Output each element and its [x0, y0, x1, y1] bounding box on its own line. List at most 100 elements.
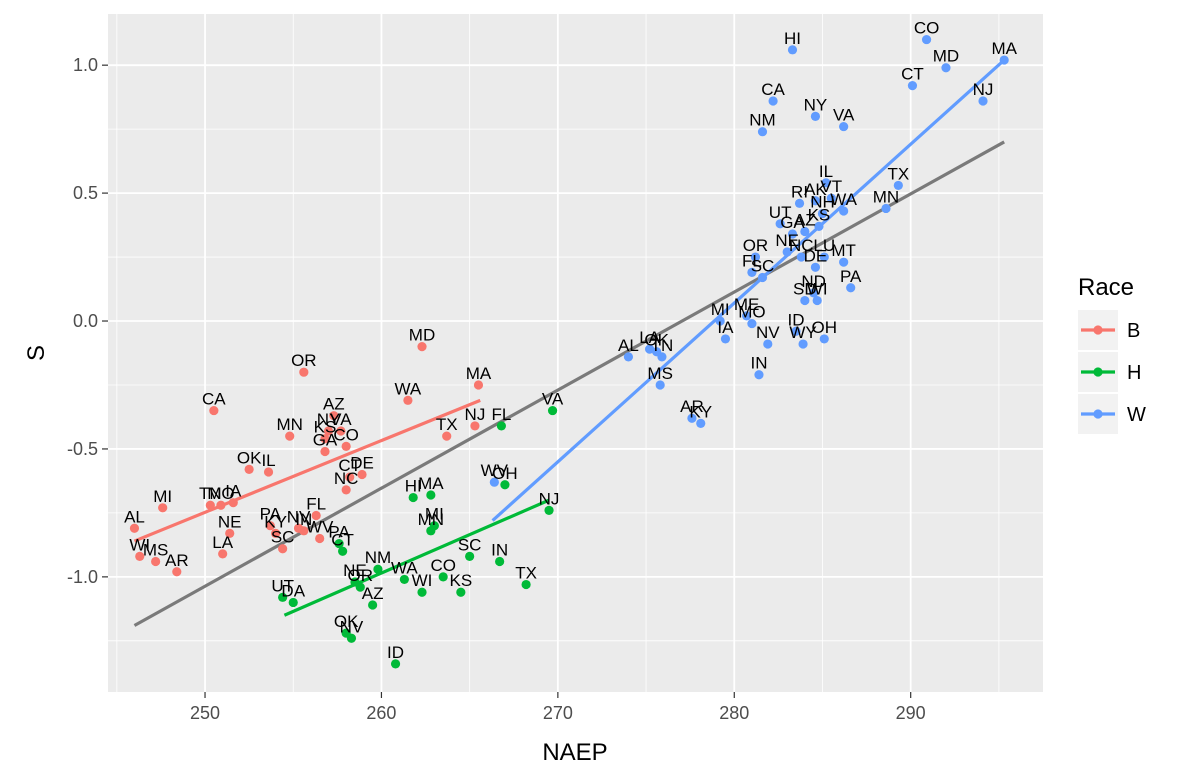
- point-label-B: WA: [395, 379, 422, 398]
- data-point-W: [750, 252, 761, 262]
- point-label-B: CT: [338, 456, 361, 475]
- data-point-W: [978, 96, 988, 106]
- point-label-H: PA: [328, 523, 350, 542]
- data-point-B: [228, 498, 238, 508]
- point-label-B: AL: [124, 507, 145, 526]
- data-point-W: [791, 326, 801, 336]
- point-label-B: KS: [314, 418, 337, 437]
- data-point-H: [544, 505, 554, 515]
- point-label-W: NM: [749, 111, 775, 130]
- point-label-W: MT: [831, 241, 856, 260]
- grid-major: [108, 14, 1043, 692]
- point-label-W: CT: [901, 65, 924, 84]
- data-point-H: [496, 421, 507, 431]
- point-label-W: WY: [789, 323, 816, 342]
- data-point-W: [941, 63, 951, 73]
- data-point-W: [817, 208, 828, 219]
- point-label-H: AZ: [362, 584, 384, 603]
- data-point-W: [623, 352, 634, 362]
- y-tick-label: -0.5: [67, 439, 98, 459]
- point-label-W: OR: [743, 236, 769, 255]
- data-point-B: [270, 528, 281, 538]
- point-label-B: AR: [165, 551, 189, 570]
- data-point-B: [341, 441, 351, 451]
- data-point-W: [687, 413, 697, 423]
- point-label-B: OK: [237, 448, 262, 467]
- point-label-H: WA: [391, 558, 418, 577]
- point-label-W: PA: [840, 267, 862, 286]
- point-label-W: LU: [813, 236, 835, 255]
- y-tick-label: 0.5: [73, 183, 98, 203]
- data-point-B: [225, 528, 235, 538]
- point-label-W: GA: [780, 213, 805, 232]
- point-label-W: AR: [680, 397, 704, 416]
- data-point-B: [129, 523, 140, 533]
- point-label-W: OK: [644, 331, 669, 350]
- data-point-B: [285, 431, 295, 441]
- point-label-H: SC: [458, 535, 482, 554]
- data-point-B: [329, 411, 339, 421]
- legend-label-H: H: [1127, 362, 1141, 384]
- data-point-W: [810, 196, 821, 206]
- point-label-H: KS: [449, 571, 472, 590]
- data-point-W: [819, 334, 829, 344]
- point-label-B: NC: [334, 469, 359, 488]
- legend-key-point: [1093, 325, 1103, 335]
- point-label-B: PA: [260, 505, 282, 524]
- point-label-B: GA: [313, 431, 338, 450]
- data-point-W: [821, 178, 831, 188]
- point-label-H: OR: [348, 566, 374, 585]
- point-label-B: MA: [466, 364, 492, 383]
- point-label-H: IN: [491, 541, 508, 560]
- point-label-B: MO: [207, 484, 234, 503]
- point-label-W: LA: [639, 328, 660, 347]
- point-label-H: NV: [340, 617, 364, 636]
- data-point-W: [999, 55, 1009, 65]
- point-label-W: NE: [775, 231, 799, 250]
- point-label-H: TX: [515, 564, 537, 583]
- data-point-W: [768, 96, 778, 106]
- data-point-B: [473, 380, 484, 390]
- data-point-W: [826, 193, 836, 203]
- point-label-B: NV: [287, 507, 311, 526]
- data-point-W: [794, 198, 805, 208]
- data-point-B: [315, 533, 325, 544]
- data-point-W: [846, 283, 856, 293]
- data-point-W: [798, 339, 808, 349]
- data-point-B: [216, 500, 226, 510]
- data-point-W: [696, 418, 706, 428]
- data-point-B: [345, 472, 355, 482]
- point-label-W: NJ: [973, 80, 994, 99]
- point-label-W: VT: [820, 177, 842, 196]
- regression-lines: [133, 58, 1006, 627]
- point-label-W: WI: [807, 280, 828, 299]
- legend-label-W: W: [1127, 404, 1146, 426]
- point-label-H: FL: [491, 405, 511, 424]
- data-point-H: [408, 492, 418, 503]
- data-point-B: [336, 426, 346, 436]
- data-point-W: [800, 226, 810, 237]
- data-point-W: [839, 121, 849, 132]
- data-point-B: [357, 469, 367, 480]
- point-label-B: MD: [409, 326, 435, 345]
- fit-line-H: [283, 498, 550, 617]
- point-label-B: VA: [330, 410, 352, 429]
- data-point-H: [438, 572, 448, 582]
- x-axis: 250 260 270 280 290: [190, 692, 926, 723]
- point-label-B: CO: [333, 425, 359, 444]
- point-label-B: NY: [317, 410, 341, 429]
- data-point-B: [299, 526, 309, 536]
- data-point-H: [368, 600, 378, 610]
- point-label-H: OK: [334, 612, 359, 631]
- point-label-W: MS: [647, 364, 673, 383]
- x-tick-label: 250: [190, 703, 220, 723]
- data-point-H: [500, 480, 510, 490]
- data-point-H: [355, 582, 365, 592]
- point-label-H: ID: [387, 643, 404, 662]
- legend: Race BHW: [1078, 274, 1146, 434]
- point-label-B: TN: [199, 484, 222, 503]
- data-point-H: [346, 633, 357, 643]
- data-point-H: [399, 574, 409, 585]
- x-tick-label: 270: [543, 703, 573, 723]
- data-point-W: [800, 295, 810, 306]
